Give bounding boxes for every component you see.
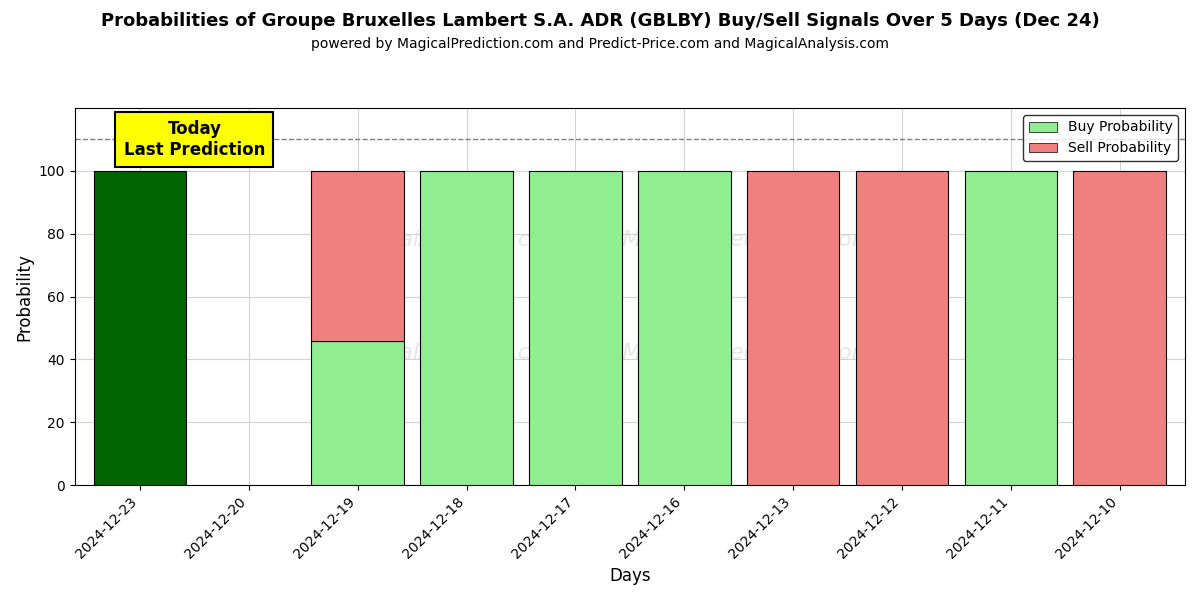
Bar <box>312 171 404 341</box>
Text: Probabilities of Groupe Bruxelles Lambert S.A. ADR (GBLBY) Buy/Sell Signals Over: Probabilities of Groupe Bruxelles Lamber… <box>101 12 1099 30</box>
Text: calAnalysis.com        MagicalPrediction.com: calAnalysis.com MagicalPrediction.com <box>386 230 874 250</box>
Text: Today
Last Prediction: Today Last Prediction <box>124 120 265 159</box>
Bar <box>312 341 404 485</box>
Bar <box>638 171 731 485</box>
Bar <box>1074 171 1166 485</box>
Bar <box>420 171 512 485</box>
Text: powered by MagicalPrediction.com and Predict-Price.com and MagicalAnalysis.com: powered by MagicalPrediction.com and Pre… <box>311 37 889 51</box>
Legend: Buy Probability, Sell Probability: Buy Probability, Sell Probability <box>1024 115 1178 161</box>
Bar <box>856 171 948 485</box>
Text: calAnalysis.com        MagicalPrediction.com: calAnalysis.com MagicalPrediction.com <box>386 343 874 363</box>
Bar <box>529 171 622 485</box>
Y-axis label: Probability: Probability <box>16 253 34 341</box>
Bar <box>94 171 186 485</box>
X-axis label: Days: Days <box>610 567 650 585</box>
Bar <box>746 171 839 485</box>
Bar <box>965 171 1057 485</box>
